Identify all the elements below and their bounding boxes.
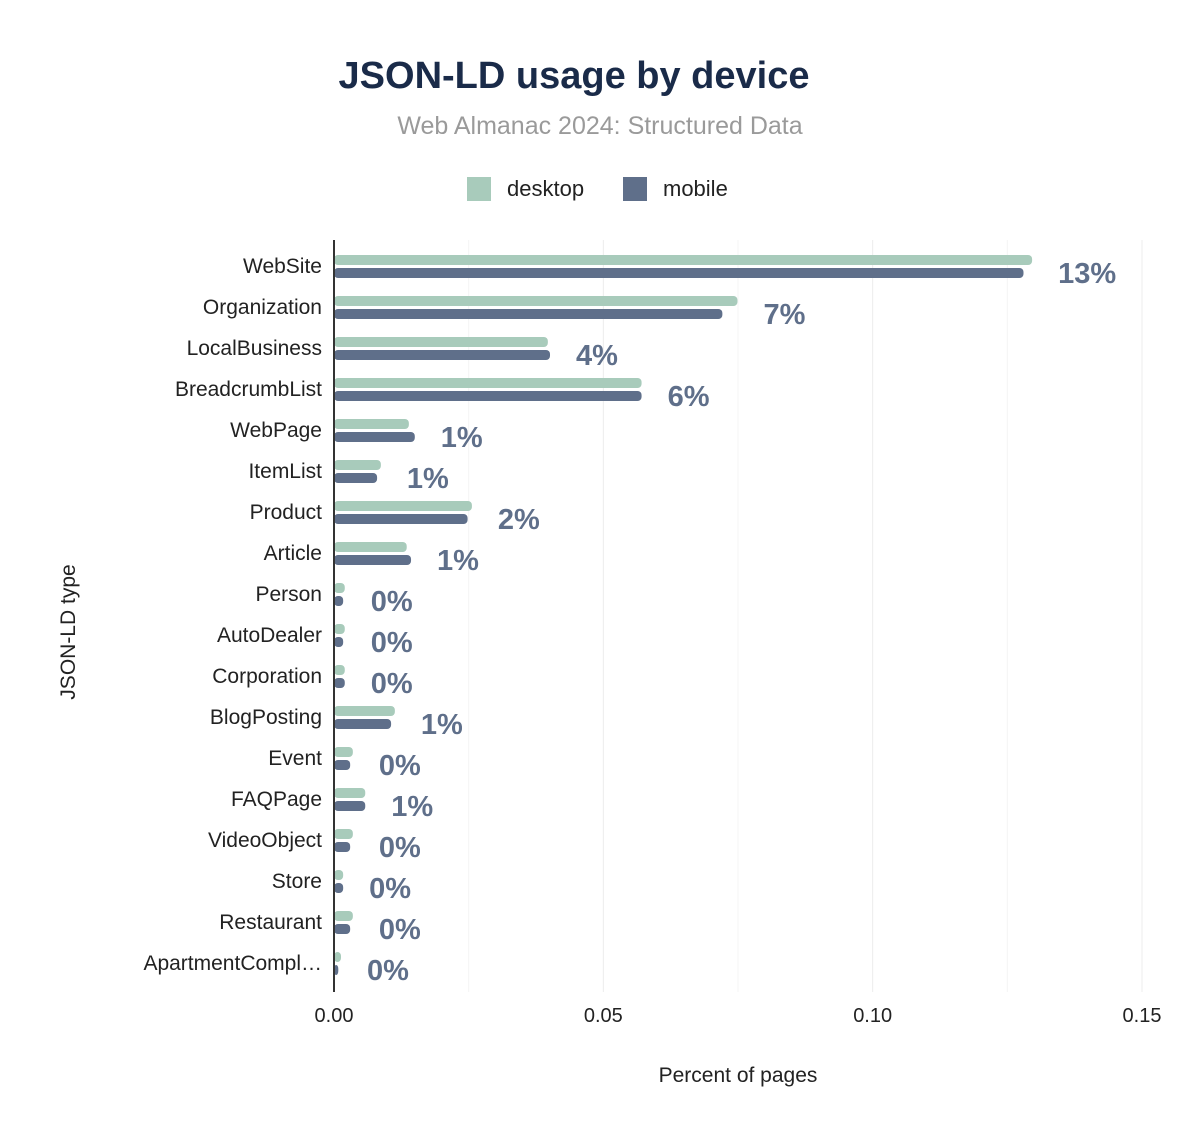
chart-subtitle: Web Almanac 2024: Structured Data [397,112,803,140]
y-tick-label: Store [272,870,322,893]
x-tick-label: 0.05 [584,1005,623,1027]
data-label: 13% [1058,258,1116,290]
data-label: 0% [379,832,421,864]
bar-mobile [334,555,412,565]
data-label: 0% [371,586,413,618]
data-label: 1% [441,422,483,454]
data-label: 1% [407,463,449,495]
legend-label: desktop [507,176,585,201]
legend-item-desktop[interactable]: desktop [467,176,584,202]
y-tick-label: LocalBusiness [187,337,322,360]
y-tick-label: Person [255,583,322,606]
y-tick-label: Organization [203,296,322,319]
bar-mobile [334,719,392,729]
bar-mobile [334,842,351,852]
bar-mobile [334,268,1024,278]
bar-desktop [334,542,407,552]
bar-desktop [334,870,344,880]
y-tick-label: WebSite [243,255,322,278]
bar-desktop [334,747,353,757]
bar-desktop [334,255,1033,265]
legend-label: mobile [663,176,728,201]
data-label: 0% [371,668,413,700]
y-tick-label: ApartmentCompl… [143,952,322,975]
bar-mobile [334,473,378,483]
bar-desktop [334,337,548,347]
bar-mobile [334,801,366,811]
x-tick-label: 0.15 [1123,1005,1162,1027]
bar-mobile [334,596,344,606]
bar-desktop [334,378,642,388]
data-label: 0% [379,750,421,782]
x-tick-label: 0.10 [853,1005,892,1027]
data-label: 1% [437,545,479,577]
data-label: 0% [369,873,411,905]
bar-desktop [334,829,353,839]
legend-swatch-desktop [467,177,491,201]
data-label: 7% [763,299,805,331]
bar-desktop [334,788,366,798]
y-tick-label: AutoDealer [217,624,322,647]
bar-mobile [334,924,351,934]
data-label: 0% [367,955,409,987]
data-label: 1% [421,709,463,741]
bar-mobile [334,350,551,360]
bar-desktop [334,665,345,675]
y-axis-title: JSON-LD type [57,564,80,699]
y-tick-label: Restaurant [219,911,322,934]
bar-desktop [334,911,353,921]
bar-mobile [334,309,723,319]
data-label: 4% [576,340,618,372]
legend-item-mobile[interactable]: mobile [623,176,728,202]
y-tick-label: WebPage [230,419,322,442]
bar-desktop [334,706,395,716]
legend-swatch-mobile [623,177,647,201]
x-axis-title: Percent of pages [659,1064,818,1087]
bar-desktop [334,583,345,593]
bar-mobile [334,391,642,401]
bar-desktop [334,296,738,306]
y-tick-label: Article [264,542,322,565]
bar-desktop [334,419,409,429]
bar-desktop [334,460,381,470]
bar-mobile [334,432,415,442]
y-tick-label: Corporation [212,665,322,688]
bar-mobile [334,514,468,524]
y-tick-label: VideoObject [208,829,322,852]
bar-mobile [334,678,345,688]
y-tick-label: Event [268,747,322,770]
bar-mobile [334,760,351,770]
bar-desktop [334,952,342,962]
bar-mobile [334,883,344,893]
bar-desktop [334,501,472,511]
bar-mobile [334,637,344,647]
y-tick-label: BreadcrumbList [175,378,322,401]
bar-desktop [334,624,345,634]
y-tick-label: FAQPage [231,788,322,811]
y-tick-label: BlogPosting [210,706,322,729]
chart-title: JSON-LD usage by device [338,55,810,97]
bar-mobile [334,965,339,975]
x-tick-label: 0.00 [315,1005,354,1027]
data-label: 1% [391,791,433,823]
y-tick-label: Product [250,501,323,524]
data-label: 0% [379,914,421,946]
data-label: 0% [371,627,413,659]
y-tick-label: ItemList [248,460,322,483]
data-label: 6% [668,381,710,413]
data-label: 2% [498,504,540,536]
